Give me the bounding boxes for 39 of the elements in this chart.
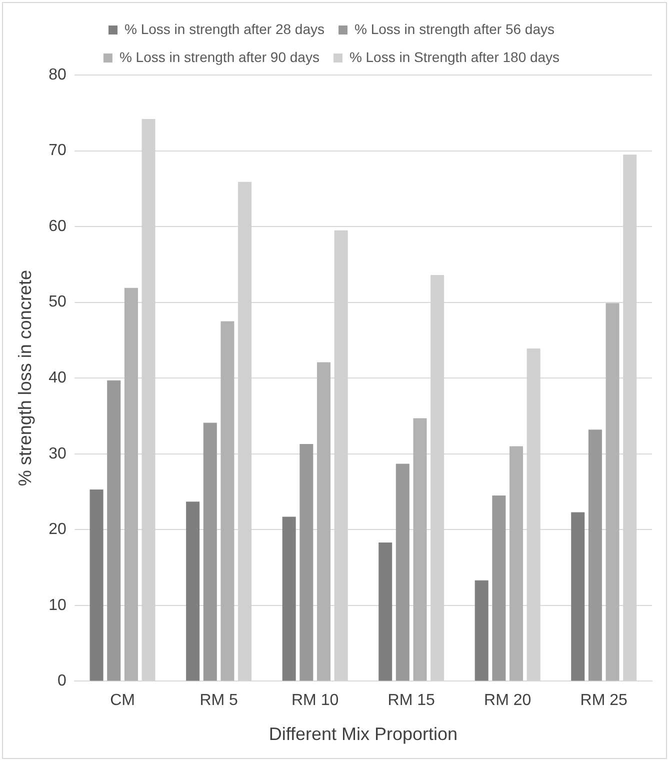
x-tick-label: RM 10 bbox=[292, 692, 339, 710]
y-tick-label: 20 bbox=[48, 521, 66, 538]
y-tick-label: 30 bbox=[48, 445, 66, 462]
bar bbox=[413, 418, 427, 681]
bar bbox=[300, 444, 314, 681]
y-tick-label: 60 bbox=[48, 218, 66, 235]
legend-label: % Loss in strength after 28 days bbox=[124, 20, 324, 37]
bar bbox=[124, 288, 138, 681]
y-tick-label: 10 bbox=[48, 596, 66, 614]
y-axis-title: % strength loss in concrete bbox=[14, 270, 35, 486]
bar bbox=[316, 362, 330, 681]
bar bbox=[186, 502, 200, 681]
bar bbox=[492, 496, 506, 681]
y-tick-label: 40 bbox=[48, 370, 66, 387]
legend-label: % Loss in strength after 56 days bbox=[354, 20, 554, 37]
legend-label: % Loss in Strength after 180 days bbox=[349, 48, 560, 65]
x-tick-label: RM 25 bbox=[580, 692, 628, 710]
x-tick-label: RM 15 bbox=[388, 692, 435, 710]
bar bbox=[510, 446, 524, 681]
bar bbox=[396, 464, 410, 681]
bar bbox=[571, 512, 585, 681]
bar bbox=[107, 380, 121, 681]
x-tick-label: CM bbox=[110, 692, 135, 710]
bar bbox=[588, 430, 602, 681]
bar bbox=[220, 321, 234, 681]
legend-label: % Loss in strength after 90 days bbox=[119, 48, 320, 65]
bar bbox=[282, 516, 296, 681]
bar bbox=[606, 303, 620, 681]
bar bbox=[378, 542, 392, 681]
y-tick-label: 80 bbox=[48, 66, 66, 84]
bar bbox=[474, 580, 488, 681]
x-tick-label: RM 5 bbox=[200, 692, 238, 710]
y-tick-label: 0 bbox=[57, 672, 66, 690]
x-tick-label: RM 20 bbox=[484, 692, 532, 710]
bar bbox=[90, 489, 104, 681]
x-axis-title: Different Mix Proportion bbox=[268, 724, 458, 744]
bar bbox=[203, 422, 217, 681]
y-tick-label: 50 bbox=[48, 294, 66, 311]
y-tick-label: 70 bbox=[48, 142, 66, 160]
